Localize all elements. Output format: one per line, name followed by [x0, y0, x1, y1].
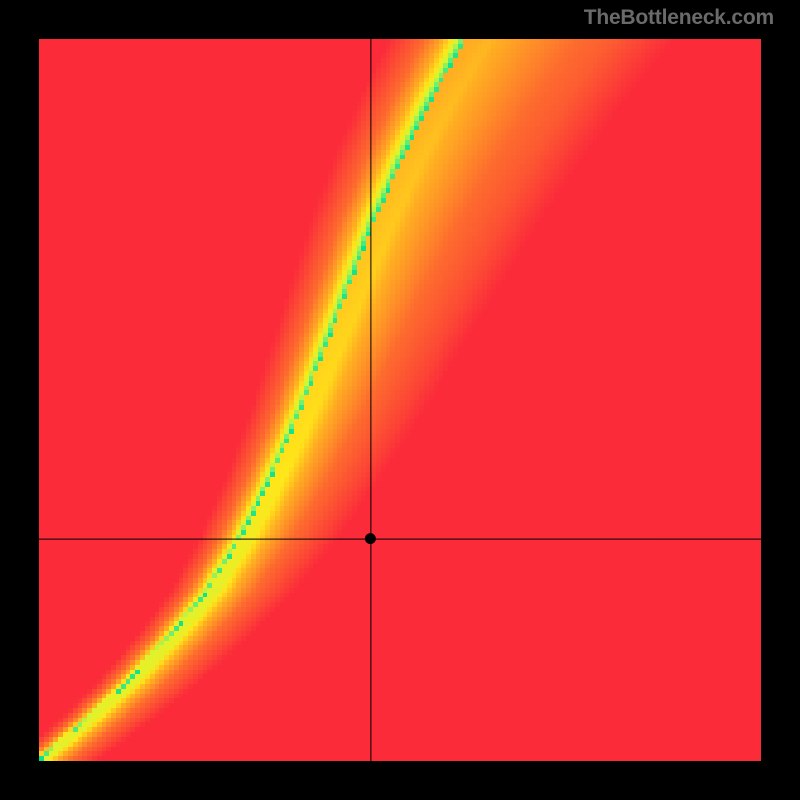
heatmap-canvas	[39, 39, 761, 761]
chart-container: TheBottleneck.com	[0, 0, 800, 800]
heatmap-plot	[39, 39, 761, 761]
watermark-text: TheBottleneck.com	[584, 6, 774, 30]
